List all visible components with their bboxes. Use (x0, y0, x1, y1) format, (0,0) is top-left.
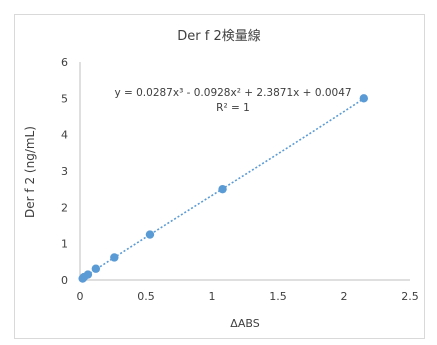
chart-frame (14, 14, 425, 339)
x-tick-label: 0 (77, 290, 84, 303)
y-axis-tick-labels: 0 1 2 3 4 5 6 (61, 56, 68, 287)
x-tick-label: 0.5 (137, 290, 155, 303)
data-point (145, 230, 155, 239)
x-tick-label: 2.5 (401, 290, 419, 303)
data-point (110, 253, 119, 262)
data-point (359, 94, 368, 103)
r-squared-label: R² = 1 (216, 102, 250, 114)
y-tick-label: 1 (61, 238, 68, 251)
x-tick-label: 1 (209, 290, 216, 303)
y-tick-label: 2 (61, 201, 68, 214)
data-point (83, 270, 93, 279)
x-axis-tick-labels: 0 0.5 1 1.5 2 2.5 (77, 290, 419, 303)
y-tick-label: 3 (61, 165, 68, 178)
data-point (218, 184, 227, 194)
trendline-equation: y = 0.0287x³ - 0.0928x² + 2.3871x + 0.00… (114, 87, 351, 99)
y-tick-label: 6 (61, 56, 68, 69)
chart-title: Der f 2検量線 (177, 28, 260, 44)
data-point (91, 264, 101, 273)
x-axis-title: ΔABS (230, 317, 259, 330)
x-tick-label: 1.5 (269, 290, 287, 303)
y-tick-label: 5 (61, 92, 68, 105)
y-tick-label: 4 (61, 129, 68, 142)
y-axis-title: Der f 2 (ng/mL) (23, 126, 37, 218)
x-tick-label: 2 (341, 290, 348, 303)
y-tick-label: 0 (61, 274, 68, 287)
data-points (78, 94, 368, 283)
